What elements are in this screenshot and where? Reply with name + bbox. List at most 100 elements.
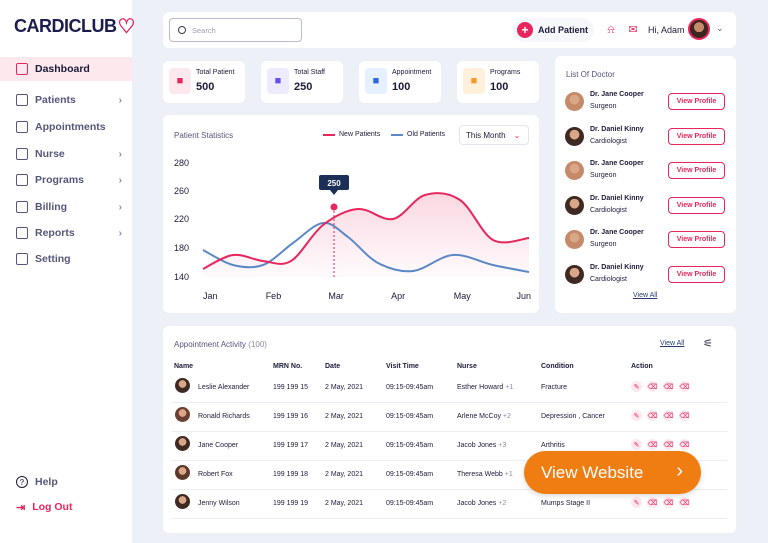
delete-icon[interactable]: ⌫ bbox=[663, 410, 674, 421]
sidebar-item-billing[interactable]: Billing › bbox=[0, 195, 132, 219]
search-input[interactable]: Search bbox=[169, 18, 302, 42]
sidebar-item-dashboard[interactable]: Dashboard bbox=[0, 57, 132, 81]
mail-icon[interactable]: ✉ bbox=[628, 24, 638, 36]
doctor-list-card: List Of Doctor Dr. Jane Cooper Surgeon Vie… bbox=[555, 56, 736, 313]
nurse-extra-count: +2 bbox=[502, 413, 511, 420]
doctor-row: Dr. Jane Cooper Surgeon View Profile bbox=[565, 89, 729, 117]
doctor-list-title: List Of Doctor bbox=[566, 70, 615, 79]
table-row[interactable]: Leslie Alexander 199 199 15 2 May, 2021 09:… bbox=[172, 374, 727, 403]
delete-icon[interactable]: ⌫ bbox=[679, 439, 690, 450]
stat-card[interactable]: ■ Total Patient 500 bbox=[163, 61, 245, 103]
data-point-marker[interactable] bbox=[330, 203, 338, 211]
legend-label-old: Old Patients bbox=[407, 131, 446, 138]
user-greeting: Hi, Adam bbox=[648, 25, 685, 35]
stat-card[interactable]: ■ Total Staff 250 bbox=[261, 61, 343, 103]
y-tick-label: 280 bbox=[174, 158, 189, 168]
chevron-down-icon[interactable]: ⌄ bbox=[716, 23, 724, 33]
logout-link[interactable]: ⇥ Log Out bbox=[0, 495, 132, 519]
sidebar-item-patients[interactable]: Patients › bbox=[0, 88, 132, 112]
x-tick-label: Mar bbox=[328, 291, 344, 301]
appointment-view-all-link[interactable]: View All bbox=[660, 340, 685, 347]
delete-icon[interactable]: ⌫ bbox=[679, 410, 690, 421]
sidebar-item-reports[interactable]: Reports › bbox=[0, 221, 132, 245]
stat-value: 100 bbox=[392, 81, 411, 93]
patient-name: Jenny Wilson bbox=[198, 500, 240, 507]
sidebar-item-setting[interactable]: Setting bbox=[0, 247, 132, 271]
mrn-number: 199 199 16 bbox=[273, 413, 309, 420]
table-row[interactable]: Ronald Richards 199 199 16 2 May, 2021 09:1… bbox=[172, 403, 727, 432]
stat-label: Total Patient bbox=[196, 69, 235, 76]
appointment-title-text: Appointment Activity bbox=[174, 340, 247, 349]
sidebar: CARDICLUB ♡ Dashboard Patients › Appointment… bbox=[0, 0, 135, 543]
delete-icon[interactable]: ⌫ bbox=[679, 497, 690, 508]
doctor-name: Dr. Jane Cooper bbox=[590, 160, 644, 167]
doctor-row: Dr. Daniel Kinny Cardiologist View Profile bbox=[565, 124, 729, 152]
bell-icon[interactable]: ⍾ bbox=[607, 24, 615, 36]
delete-icon[interactable]: ⌫ bbox=[663, 439, 674, 450]
edit-icon[interactable]: ✎ bbox=[631, 410, 642, 421]
sidebar-item-programs[interactable]: Programs › bbox=[0, 168, 132, 192]
edit-icon[interactable]: ✎ bbox=[631, 439, 642, 450]
visit-date: 2 May, 2021 bbox=[325, 384, 364, 391]
table-row[interactable]: Jenny Wilson 199 199 19 2 May, 2021 09:15-0… bbox=[172, 490, 727, 519]
tooltip-arrow bbox=[330, 190, 338, 195]
easel-icon: ■ bbox=[463, 68, 485, 94]
user-avatar[interactable] bbox=[688, 18, 710, 40]
nurse-extra-count: +2 bbox=[498, 500, 507, 507]
filter-icon[interactable]: ⚟ bbox=[703, 338, 713, 350]
doctor-row: Dr. Jane Cooper Surgeon View Profile bbox=[565, 158, 729, 186]
brand-logo[interactable]: CARDICLUB ♡ bbox=[14, 14, 135, 39]
stat-card[interactable]: ■ Programs 100 bbox=[457, 61, 539, 103]
patients-icon bbox=[16, 94, 28, 106]
gear-icon bbox=[16, 253, 28, 265]
condition: Mumps Stage II bbox=[541, 500, 591, 507]
view-profile-button[interactable]: View Profile bbox=[668, 231, 725, 248]
edit-icon[interactable]: ✎ bbox=[631, 381, 642, 392]
visit-date: 2 May, 2021 bbox=[325, 471, 364, 478]
view-profile-button[interactable]: View Profile bbox=[668, 93, 725, 110]
stat-card[interactable]: ■ Appointment 100 bbox=[359, 61, 441, 103]
view-website-button[interactable]: View Website › bbox=[524, 451, 701, 494]
mrn-number: 199 199 18 bbox=[273, 471, 309, 478]
monitor-icon bbox=[16, 174, 28, 186]
mrn-number: 199 199 19 bbox=[273, 500, 309, 507]
patient-name: Leslie Alexander bbox=[198, 384, 250, 391]
period-select[interactable]: This Month ⌄ bbox=[459, 125, 529, 145]
view-profile-button[interactable]: View Profile bbox=[668, 196, 725, 214]
add-patient-button[interactable]: + Add Patient bbox=[513, 18, 595, 42]
sidebar-item-nurse[interactable]: Nurse › bbox=[0, 142, 132, 166]
view-website-label: View Website bbox=[541, 462, 644, 482]
table-row[interactable]: Jane Cooper 199 199 17 2 May, 2021 09:15-09… bbox=[172, 432, 727, 461]
delete-icon[interactable]: ⌫ bbox=[647, 439, 658, 450]
view-profile-button[interactable]: View Profile bbox=[668, 265, 725, 283]
delete-icon[interactable]: ⌫ bbox=[663, 381, 674, 392]
mrn-number: 199 199 17 bbox=[273, 442, 309, 449]
doctor-view-all-link[interactable]: View All bbox=[633, 292, 658, 299]
appointment-activity-card: Appointment Activity (100) View All ⚟ Na… bbox=[163, 326, 736, 533]
stat-label: Appointment bbox=[392, 69, 432, 76]
search-icon bbox=[178, 26, 186, 34]
delete-icon[interactable]: ⌫ bbox=[647, 410, 658, 421]
legend-swatch-new bbox=[323, 133, 335, 136]
avatar bbox=[565, 230, 584, 249]
delete-icon[interactable]: ⌫ bbox=[663, 497, 674, 508]
delete-icon[interactable]: ⌫ bbox=[647, 497, 658, 508]
grid-icon bbox=[16, 63, 28, 75]
doctor-role: Surgeon bbox=[590, 172, 617, 179]
delete-icon[interactable]: ⌫ bbox=[679, 381, 690, 392]
column-header: Action bbox=[631, 363, 653, 370]
edit-icon[interactable]: ✎ bbox=[631, 497, 642, 508]
view-profile-button[interactable]: View Profile bbox=[668, 127, 725, 145]
delete-icon[interactable]: ⌫ bbox=[647, 381, 658, 392]
column-header: Name bbox=[174, 363, 194, 370]
visit-date: 2 May, 2021 bbox=[325, 442, 364, 449]
doctor-role: Cardiologist bbox=[590, 275, 627, 283]
nurse-cell: Theresa Webb +1 bbox=[457, 471, 513, 478]
chevron-right-icon: › bbox=[118, 148, 122, 160]
x-tick-label: Feb bbox=[266, 291, 282, 301]
view-profile-button[interactable]: View Profile bbox=[668, 162, 725, 179]
visit-time: 09:15-09:45am bbox=[386, 442, 434, 449]
help-link[interactable]: ? Help bbox=[0, 470, 132, 494]
avatar bbox=[565, 264, 584, 284]
sidebar-item-appointments[interactable]: Appointments bbox=[0, 115, 132, 139]
